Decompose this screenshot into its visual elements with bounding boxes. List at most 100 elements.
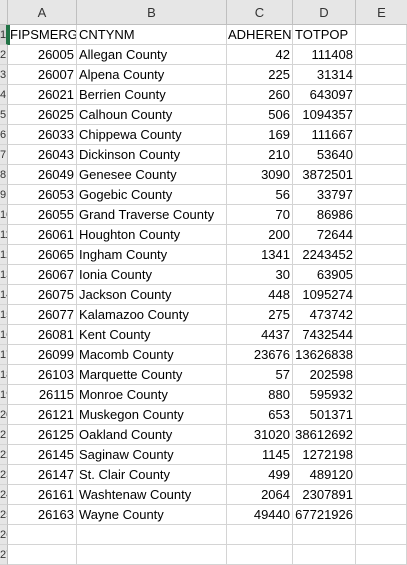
cell-adherent[interactable]: 1145 — [227, 445, 293, 465]
cell-empty[interactable] — [356, 305, 407, 325]
cell-adherent[interactable]: 70 — [227, 205, 293, 225]
cell-adherent[interactable]: 56 — [227, 185, 293, 205]
cell-fipsmerg[interactable]: 26067 — [8, 265, 77, 285]
cell-fipsmerg[interactable]: 26021 — [8, 85, 77, 105]
cell-empty[interactable] — [77, 525, 227, 545]
cell-cntynm[interactable]: Berrien County — [77, 85, 227, 105]
cell-totpop[interactable]: 67721926 — [293, 505, 356, 525]
cell-fipsmerg[interactable]: 26043 — [8, 145, 77, 165]
cell-empty[interactable] — [356, 485, 407, 505]
cell-totpop[interactable]: 111408 — [293, 45, 356, 65]
cell-empty[interactable] — [356, 285, 407, 305]
cell-cntynm[interactable]: Kalamazoo County — [77, 305, 227, 325]
cell-empty[interactable] — [356, 105, 407, 125]
cell-cntynm[interactable]: Saginaw County — [77, 445, 227, 465]
cell-cntynm[interactable]: Genesee County — [77, 165, 227, 185]
cell-cntynm[interactable]: Ionia County — [77, 265, 227, 285]
cell-adherent[interactable]: 31020 — [227, 425, 293, 445]
row-header[interactable]: 22 — [0, 445, 8, 465]
cell-fipsmerg[interactable]: 26145 — [8, 445, 77, 465]
cell-fipsmerg[interactable]: 26081 — [8, 325, 77, 345]
cell-fipsmerg[interactable]: 26121 — [8, 405, 77, 425]
cell-empty[interactable] — [356, 365, 407, 385]
cell-cntynm[interactable]: Grand Traverse County — [77, 205, 227, 225]
cell-adherent[interactable]: 200 — [227, 225, 293, 245]
cell-totpop[interactable]: 202598 — [293, 365, 356, 385]
cell-totpop[interactable]: 13626838 — [293, 345, 356, 365]
cell-cntynm[interactable]: Wayne County — [77, 505, 227, 525]
cell-totpop[interactable]: 72644 — [293, 225, 356, 245]
cell-adherent[interactable]: 49440 — [227, 505, 293, 525]
cell-cntynm[interactable]: Dickinson County — [77, 145, 227, 165]
cell-fipsmerg[interactable]: 26103 — [8, 365, 77, 385]
cell-empty[interactable] — [293, 545, 356, 565]
cell-empty[interactable] — [356, 505, 407, 525]
cell-adherent[interactable]: 225 — [227, 65, 293, 85]
cell-adherent[interactable]: 4437 — [227, 325, 293, 345]
cell-adherent[interactable]: 448 — [227, 285, 293, 305]
row-header[interactable]: 23 — [0, 465, 8, 485]
cell-totpop[interactable]: 86986 — [293, 205, 356, 225]
row-header[interactable]: 3 — [0, 65, 8, 85]
cell-adherent[interactable]: 1341 — [227, 245, 293, 265]
row-header[interactable]: 2 — [0, 45, 8, 65]
header-cell-adherent[interactable]: ADHERENT — [227, 25, 293, 45]
cell-cntynm[interactable]: Ingham County — [77, 245, 227, 265]
cell-fipsmerg[interactable]: 26005 — [8, 45, 77, 65]
cell-cntynm[interactable]: Gogebic County — [77, 185, 227, 205]
cell-totpop[interactable]: 1272198 — [293, 445, 356, 465]
cell-fipsmerg[interactable]: 26077 — [8, 305, 77, 325]
column-header-a[interactable]: A — [8, 0, 77, 25]
cell-adherent[interactable]: 57 — [227, 365, 293, 385]
cell-totpop[interactable]: 501371 — [293, 405, 356, 425]
cell-empty[interactable] — [356, 185, 407, 205]
cell-adherent[interactable]: 3090 — [227, 165, 293, 185]
cell-fipsmerg[interactable]: 26099 — [8, 345, 77, 365]
cell-adherent[interactable]: 210 — [227, 145, 293, 165]
cell-empty[interactable] — [77, 545, 227, 565]
cell-cntynm[interactable]: Marquette County — [77, 365, 227, 385]
cell-fipsmerg[interactable]: 26033 — [8, 125, 77, 145]
row-header[interactable]: 8 — [0, 165, 8, 185]
cell-fipsmerg[interactable]: 26061 — [8, 225, 77, 245]
cell-empty[interactable] — [356, 245, 407, 265]
header-cell-fipsmerg[interactable]: FIPSMERG — [8, 25, 77, 45]
cell-empty[interactable] — [356, 465, 407, 485]
cell-totpop[interactable]: 489120 — [293, 465, 356, 485]
row-header[interactable]: 9 — [0, 185, 8, 205]
header-cell-cntynm[interactable]: CNTYNM — [77, 25, 227, 45]
cell-fipsmerg[interactable]: 26147 — [8, 465, 77, 485]
cell-fipsmerg[interactable]: 26025 — [8, 105, 77, 125]
cell-empty[interactable] — [356, 125, 407, 145]
row-header[interactable]: 24 — [0, 485, 8, 505]
cell-empty[interactable] — [356, 325, 407, 345]
cell-totpop[interactable]: 595932 — [293, 385, 356, 405]
cell-empty[interactable] — [227, 545, 293, 565]
row-header[interactable]: 10 — [0, 205, 8, 225]
column-header-e[interactable]: E — [356, 0, 407, 25]
cell-empty[interactable] — [356, 545, 407, 565]
cell-adherent[interactable]: 169 — [227, 125, 293, 145]
cell-fipsmerg[interactable]: 26125 — [8, 425, 77, 445]
cell-empty[interactable] — [356, 405, 407, 425]
cell-totpop[interactable]: 31314 — [293, 65, 356, 85]
cell-empty[interactable] — [8, 525, 77, 545]
column-header-d[interactable]: D — [293, 0, 356, 25]
cell-cntynm[interactable]: St. Clair County — [77, 465, 227, 485]
row-header[interactable]: 13 — [0, 265, 8, 285]
cell-totpop[interactable]: 111667 — [293, 125, 356, 145]
cell-adherent[interactable]: 506 — [227, 105, 293, 125]
cell-empty[interactable] — [356, 265, 407, 285]
row-header[interactable]: 6 — [0, 125, 8, 145]
cell-cntynm[interactable]: Washtenaw County — [77, 485, 227, 505]
row-header[interactable]: 21 — [0, 425, 8, 445]
row-header[interactable]: 5 — [0, 105, 8, 125]
cell-adherent[interactable]: 499 — [227, 465, 293, 485]
cell-empty[interactable] — [356, 165, 407, 185]
cell-empty[interactable] — [356, 25, 407, 45]
cell-empty[interactable] — [356, 345, 407, 365]
row-header[interactable]: 19 — [0, 385, 8, 405]
row-header[interactable]: 27 — [0, 545, 8, 565]
cell-totpop[interactable]: 643097 — [293, 85, 356, 105]
cell-totpop[interactable]: 1094357 — [293, 105, 356, 125]
